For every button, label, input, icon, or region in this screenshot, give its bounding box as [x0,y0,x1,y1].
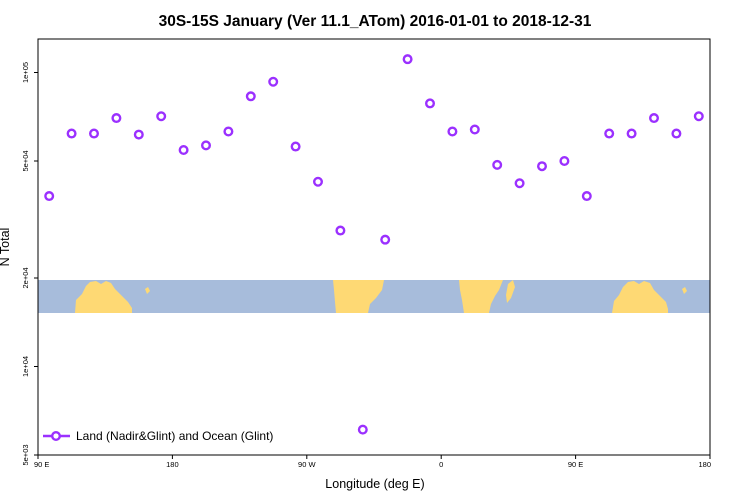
y-tick-label: 1e+04 [21,356,30,377]
data-point [626,128,637,139]
data-point [537,161,548,172]
legend-marker [51,431,62,442]
data-point [581,191,592,202]
y-axis: 5e+03 1e+04 2e+04 5e+04 1e+05 [21,62,38,466]
y-tick-label: 5e+04 [21,150,30,171]
chart-title: 30S-15S January (Ver 11.1_ATom) 2016-01-… [159,13,592,30]
legend: Land (Nadir&Glint) and Ocean (Glint) [43,429,273,443]
plot-frame [37,38,711,456]
land-shape [612,281,668,313]
land-shape [333,280,384,313]
x-tick-label: 90 W [298,460,316,469]
land-shape [506,280,515,303]
x-tick-label: 180 [698,460,711,469]
data-point [693,111,704,122]
data-point [313,176,324,187]
y-axis-label: N Total [0,228,12,267]
data-point [357,424,368,435]
x-tick-label: 90 E [34,460,49,469]
data-point [492,159,503,170]
legend-label: Land (Nadir&Glint) and Ocean (Glint) [76,429,273,443]
y-tick-label: 1e+05 [21,62,30,83]
y-tick-label: 2e+04 [21,267,30,288]
data-point [649,113,660,124]
data-point [178,144,189,155]
data-point [671,128,682,139]
data-point [88,128,99,139]
data-point [111,113,122,124]
x-axis: 90 E 180 90 W 0 90 E 180 [34,455,711,469]
data-point [604,128,615,139]
data-point [133,129,144,140]
data-point [200,140,211,151]
x-tick-label: 0 [439,460,443,469]
data-point [245,91,256,102]
data-point [66,128,77,139]
land-shape [459,280,503,313]
land-shape [75,281,132,313]
data-point [156,111,167,122]
data-point [402,54,413,65]
data-point [469,124,480,135]
land-shape [682,287,687,294]
data-point [44,191,55,202]
data-point [290,141,301,152]
data-points [44,54,704,435]
x-tick-label: 180 [166,460,179,469]
data-point [425,98,436,109]
data-point [223,126,234,137]
data-point [268,76,279,87]
data-point [380,234,391,245]
data-point [559,156,570,167]
y-tick-label: 5e+03 [21,444,30,465]
x-tick-label: 90 E [568,460,583,469]
data-point [447,126,458,137]
land-shape [145,287,150,294]
data-point [335,225,346,236]
data-point [514,178,525,189]
x-axis-label: Longitude (deg E) [325,477,424,491]
map-land [75,280,687,313]
map-strip [38,280,710,313]
